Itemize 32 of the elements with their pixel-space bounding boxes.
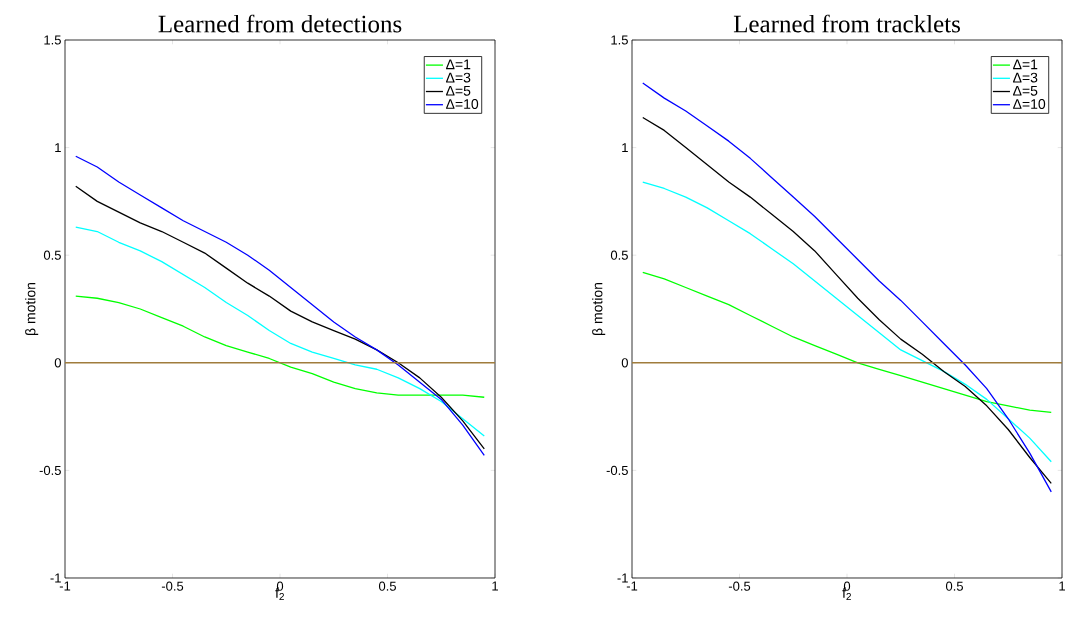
- chart-title: Learned from tracklets: [733, 14, 960, 33]
- legend-label: Δ=1: [1013, 59, 1038, 70]
- y-tick-label: 0: [54, 358, 61, 368]
- y-tick-label: -0.5: [39, 465, 61, 475]
- y-tick-label: 1.5: [611, 35, 628, 45]
- x-tick-label: 0.5: [378, 581, 396, 591]
- y-tick-label: 1.5: [44, 35, 61, 45]
- y-tick-label: 1: [55, 143, 61, 153]
- line-series: [642, 271, 1052, 413]
- y-axis-title: β motion: [592, 282, 606, 336]
- y-tick-label: -1: [50, 573, 61, 583]
- y-tick-label: 0.5: [43, 250, 61, 260]
- y-tick-label: 0.5: [610, 250, 628, 260]
- x-tick-label: -0.5: [161, 581, 184, 591]
- legend-label: Δ=3: [1013, 72, 1038, 83]
- x-tick-label: 1: [1059, 581, 1065, 591]
- y-axis-title: β motion: [25, 282, 39, 336]
- legend-label: Δ=10: [446, 99, 479, 109]
- legend-label: Δ=5: [446, 85, 471, 96]
- y-tick-label: -1: [617, 573, 628, 583]
- chart-title: Learned from detections: [158, 14, 402, 33]
- y-tick-label: 1: [622, 143, 628, 153]
- legend-label: Δ=5: [1013, 85, 1038, 96]
- x-tick-label: 0.5: [945, 581, 963, 591]
- line-series: [642, 181, 1052, 463]
- x-tick-label: 1: [492, 581, 498, 591]
- legend-label: Δ=10: [1013, 99, 1046, 109]
- y-tick-label: -0.5: [606, 465, 628, 475]
- y-tick-label: 0: [621, 358, 628, 368]
- x-tick-label: -0.5: [728, 581, 751, 591]
- legend-label: Δ=3: [446, 72, 471, 83]
- legend-label: Δ=1: [446, 59, 471, 70]
